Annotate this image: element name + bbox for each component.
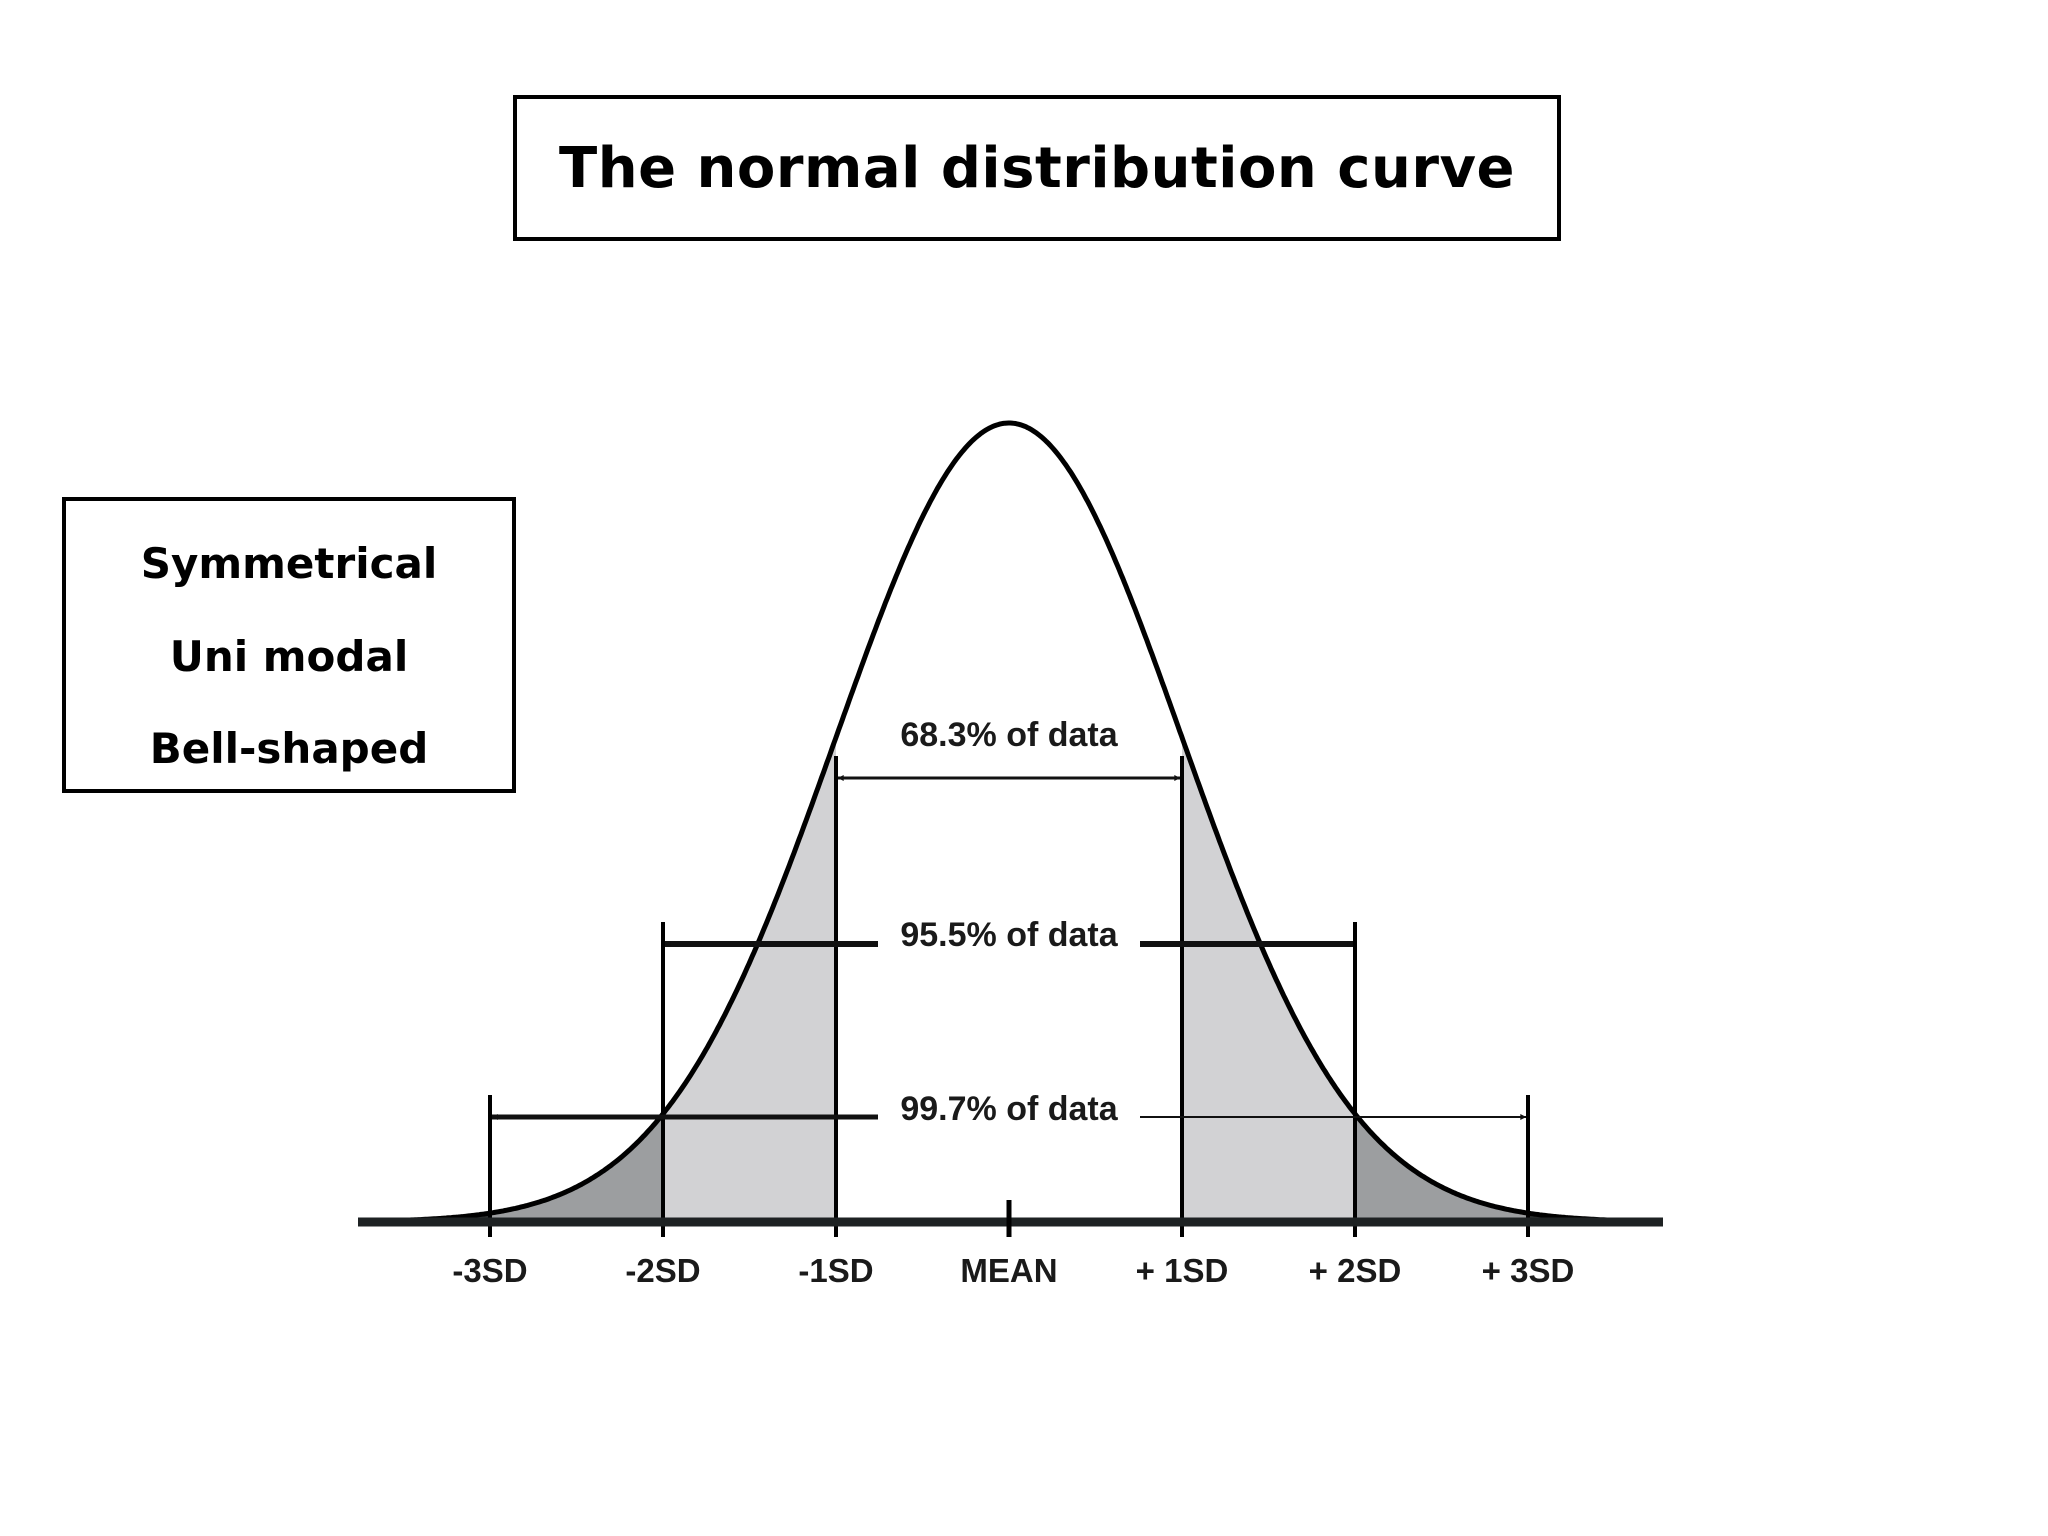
label-bg-2sd — [880, 918, 1138, 958]
title-box: The normal distribution curve — [513, 95, 1561, 241]
label-bg-3sd — [880, 1092, 1138, 1132]
tick-label-0: -3SD — [452, 1252, 527, 1289]
tick-label-3: MEAN — [960, 1252, 1057, 1289]
tick-label-4: + 1SD — [1136, 1252, 1229, 1289]
page-title: The normal distribution curve — [559, 135, 1515, 201]
tick-label-1: -2SD — [625, 1252, 700, 1289]
range-label-3sd: 99.7% of data — [900, 1090, 1118, 1128]
property-unimodal: Uni modal — [169, 632, 409, 681]
property-bell-shaped: Bell-shaped — [149, 724, 429, 773]
tick-labels: -3SD -2SD -1SD MEAN + 1SD + 2SD + 3SD — [452, 1252, 1574, 1289]
x-axis — [358, 1200, 1663, 1237]
tick-label-6: + 3SD — [1482, 1252, 1575, 1289]
tick-label-5: + 2SD — [1309, 1252, 1402, 1289]
property-symmetrical: Symmetrical — [140, 539, 438, 588]
shaded-region-4 — [1355, 1113, 1528, 1222]
bell-curve — [358, 420, 1663, 1224]
shaded-region-0 — [836, 423, 1182, 1222]
tick-label-2: -1SD — [798, 1252, 873, 1289]
range-label-2sd: 95.5% of data — [900, 916, 1118, 954]
range-label-1sd: 68.3% of data — [900, 716, 1118, 754]
label-bg-1sd — [886, 719, 1134, 759]
shaded-region-3 — [490, 1113, 663, 1222]
properties-box: Symmetrical Uni modal Bell-shaped — [62, 497, 516, 793]
range-arrows: 68.3% of data 95.5% of data 99.7% of data — [491, 716, 1527, 1132]
